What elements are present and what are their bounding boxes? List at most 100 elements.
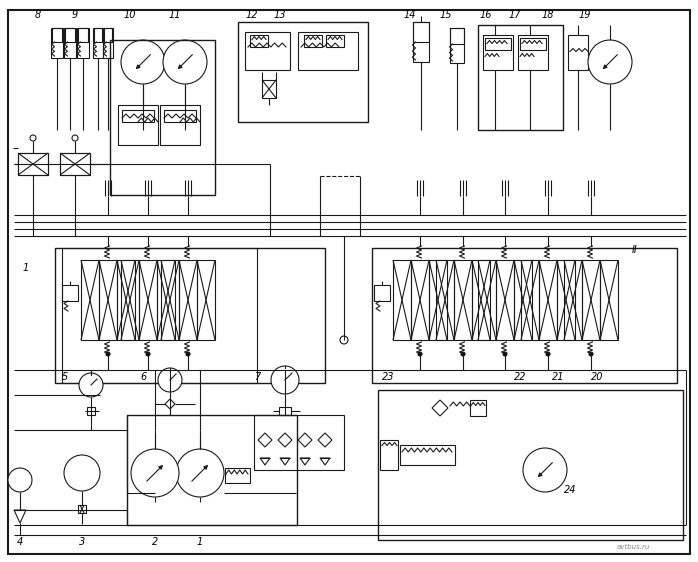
Bar: [81, 260, 99, 340]
Bar: [582, 260, 600, 340]
Circle shape: [176, 449, 224, 497]
Bar: [60, 153, 90, 175]
Circle shape: [121, 40, 165, 84]
Bar: [77, 28, 89, 58]
Circle shape: [64, 455, 100, 491]
Bar: [298, 32, 358, 70]
Bar: [254, 415, 344, 470]
Circle shape: [546, 352, 550, 356]
Bar: [372, 248, 677, 383]
Bar: [122, 110, 154, 122]
Text: 20: 20: [591, 372, 603, 382]
Text: 1: 1: [197, 537, 203, 547]
Text: 16: 16: [480, 10, 492, 20]
Text: 10: 10: [124, 10, 136, 20]
Bar: [245, 32, 290, 70]
Circle shape: [271, 366, 299, 394]
Bar: [250, 35, 268, 47]
Text: II: II: [632, 245, 638, 255]
Polygon shape: [298, 433, 312, 447]
Bar: [51, 28, 63, 58]
Bar: [55, 248, 325, 383]
Bar: [118, 105, 158, 145]
Circle shape: [589, 352, 593, 356]
Text: 7: 7: [254, 372, 260, 382]
Bar: [304, 35, 322, 47]
Bar: [413, 22, 429, 42]
Circle shape: [8, 468, 32, 492]
Bar: [485, 38, 511, 50]
Bar: [483, 35, 513, 70]
Bar: [225, 468, 250, 483]
Text: 1: 1: [23, 263, 29, 273]
Bar: [62, 248, 257, 383]
Bar: [436, 260, 454, 340]
Text: 23: 23: [382, 372, 394, 382]
Bar: [238, 22, 368, 122]
Bar: [94, 28, 102, 42]
Bar: [52, 28, 62, 42]
Bar: [78, 28, 88, 42]
Bar: [160, 105, 200, 145]
Bar: [450, 28, 464, 63]
Polygon shape: [165, 399, 175, 409]
Circle shape: [106, 352, 110, 356]
Bar: [518, 35, 548, 70]
Circle shape: [588, 40, 632, 84]
Bar: [60, 153, 90, 175]
Text: 24: 24: [564, 485, 577, 495]
Bar: [197, 260, 215, 340]
Polygon shape: [432, 400, 448, 416]
Bar: [127, 415, 297, 525]
Bar: [18, 153, 48, 175]
Bar: [400, 445, 455, 465]
Text: 9: 9: [72, 10, 78, 20]
Bar: [564, 260, 582, 340]
Bar: [450, 28, 464, 44]
Text: 22: 22: [514, 372, 526, 382]
Bar: [514, 260, 532, 340]
Bar: [179, 260, 197, 340]
Bar: [380, 440, 398, 470]
Bar: [568, 35, 588, 70]
Bar: [472, 260, 490, 340]
Bar: [104, 28, 112, 42]
Text: 15: 15: [440, 10, 452, 20]
Circle shape: [30, 135, 36, 141]
Bar: [87, 407, 95, 415]
Text: 2: 2: [152, 537, 158, 547]
Polygon shape: [318, 433, 332, 447]
Bar: [374, 285, 390, 301]
Bar: [496, 260, 514, 340]
Text: 5: 5: [62, 372, 68, 382]
Bar: [326, 35, 344, 47]
Bar: [470, 400, 486, 416]
Circle shape: [79, 373, 103, 397]
Bar: [557, 260, 575, 340]
Bar: [478, 25, 563, 130]
Bar: [93, 28, 103, 58]
Bar: [520, 38, 546, 50]
Circle shape: [146, 352, 150, 356]
Circle shape: [523, 448, 567, 492]
Text: 14: 14: [403, 10, 416, 20]
Bar: [429, 260, 447, 340]
Text: 4: 4: [17, 537, 23, 547]
Text: 11: 11: [169, 10, 181, 20]
Polygon shape: [278, 433, 292, 447]
Bar: [103, 28, 113, 58]
Bar: [64, 28, 76, 58]
Text: avtbus.ru: avtbus.ru: [616, 544, 650, 550]
Circle shape: [186, 352, 190, 356]
Circle shape: [72, 135, 78, 141]
Bar: [65, 28, 75, 42]
Bar: [164, 110, 196, 122]
Bar: [161, 260, 179, 340]
Bar: [78, 505, 86, 513]
Bar: [99, 260, 117, 340]
Text: 18: 18: [542, 10, 554, 20]
Bar: [110, 40, 215, 195]
Circle shape: [131, 449, 179, 497]
Circle shape: [503, 352, 507, 356]
Text: 19: 19: [579, 10, 591, 20]
